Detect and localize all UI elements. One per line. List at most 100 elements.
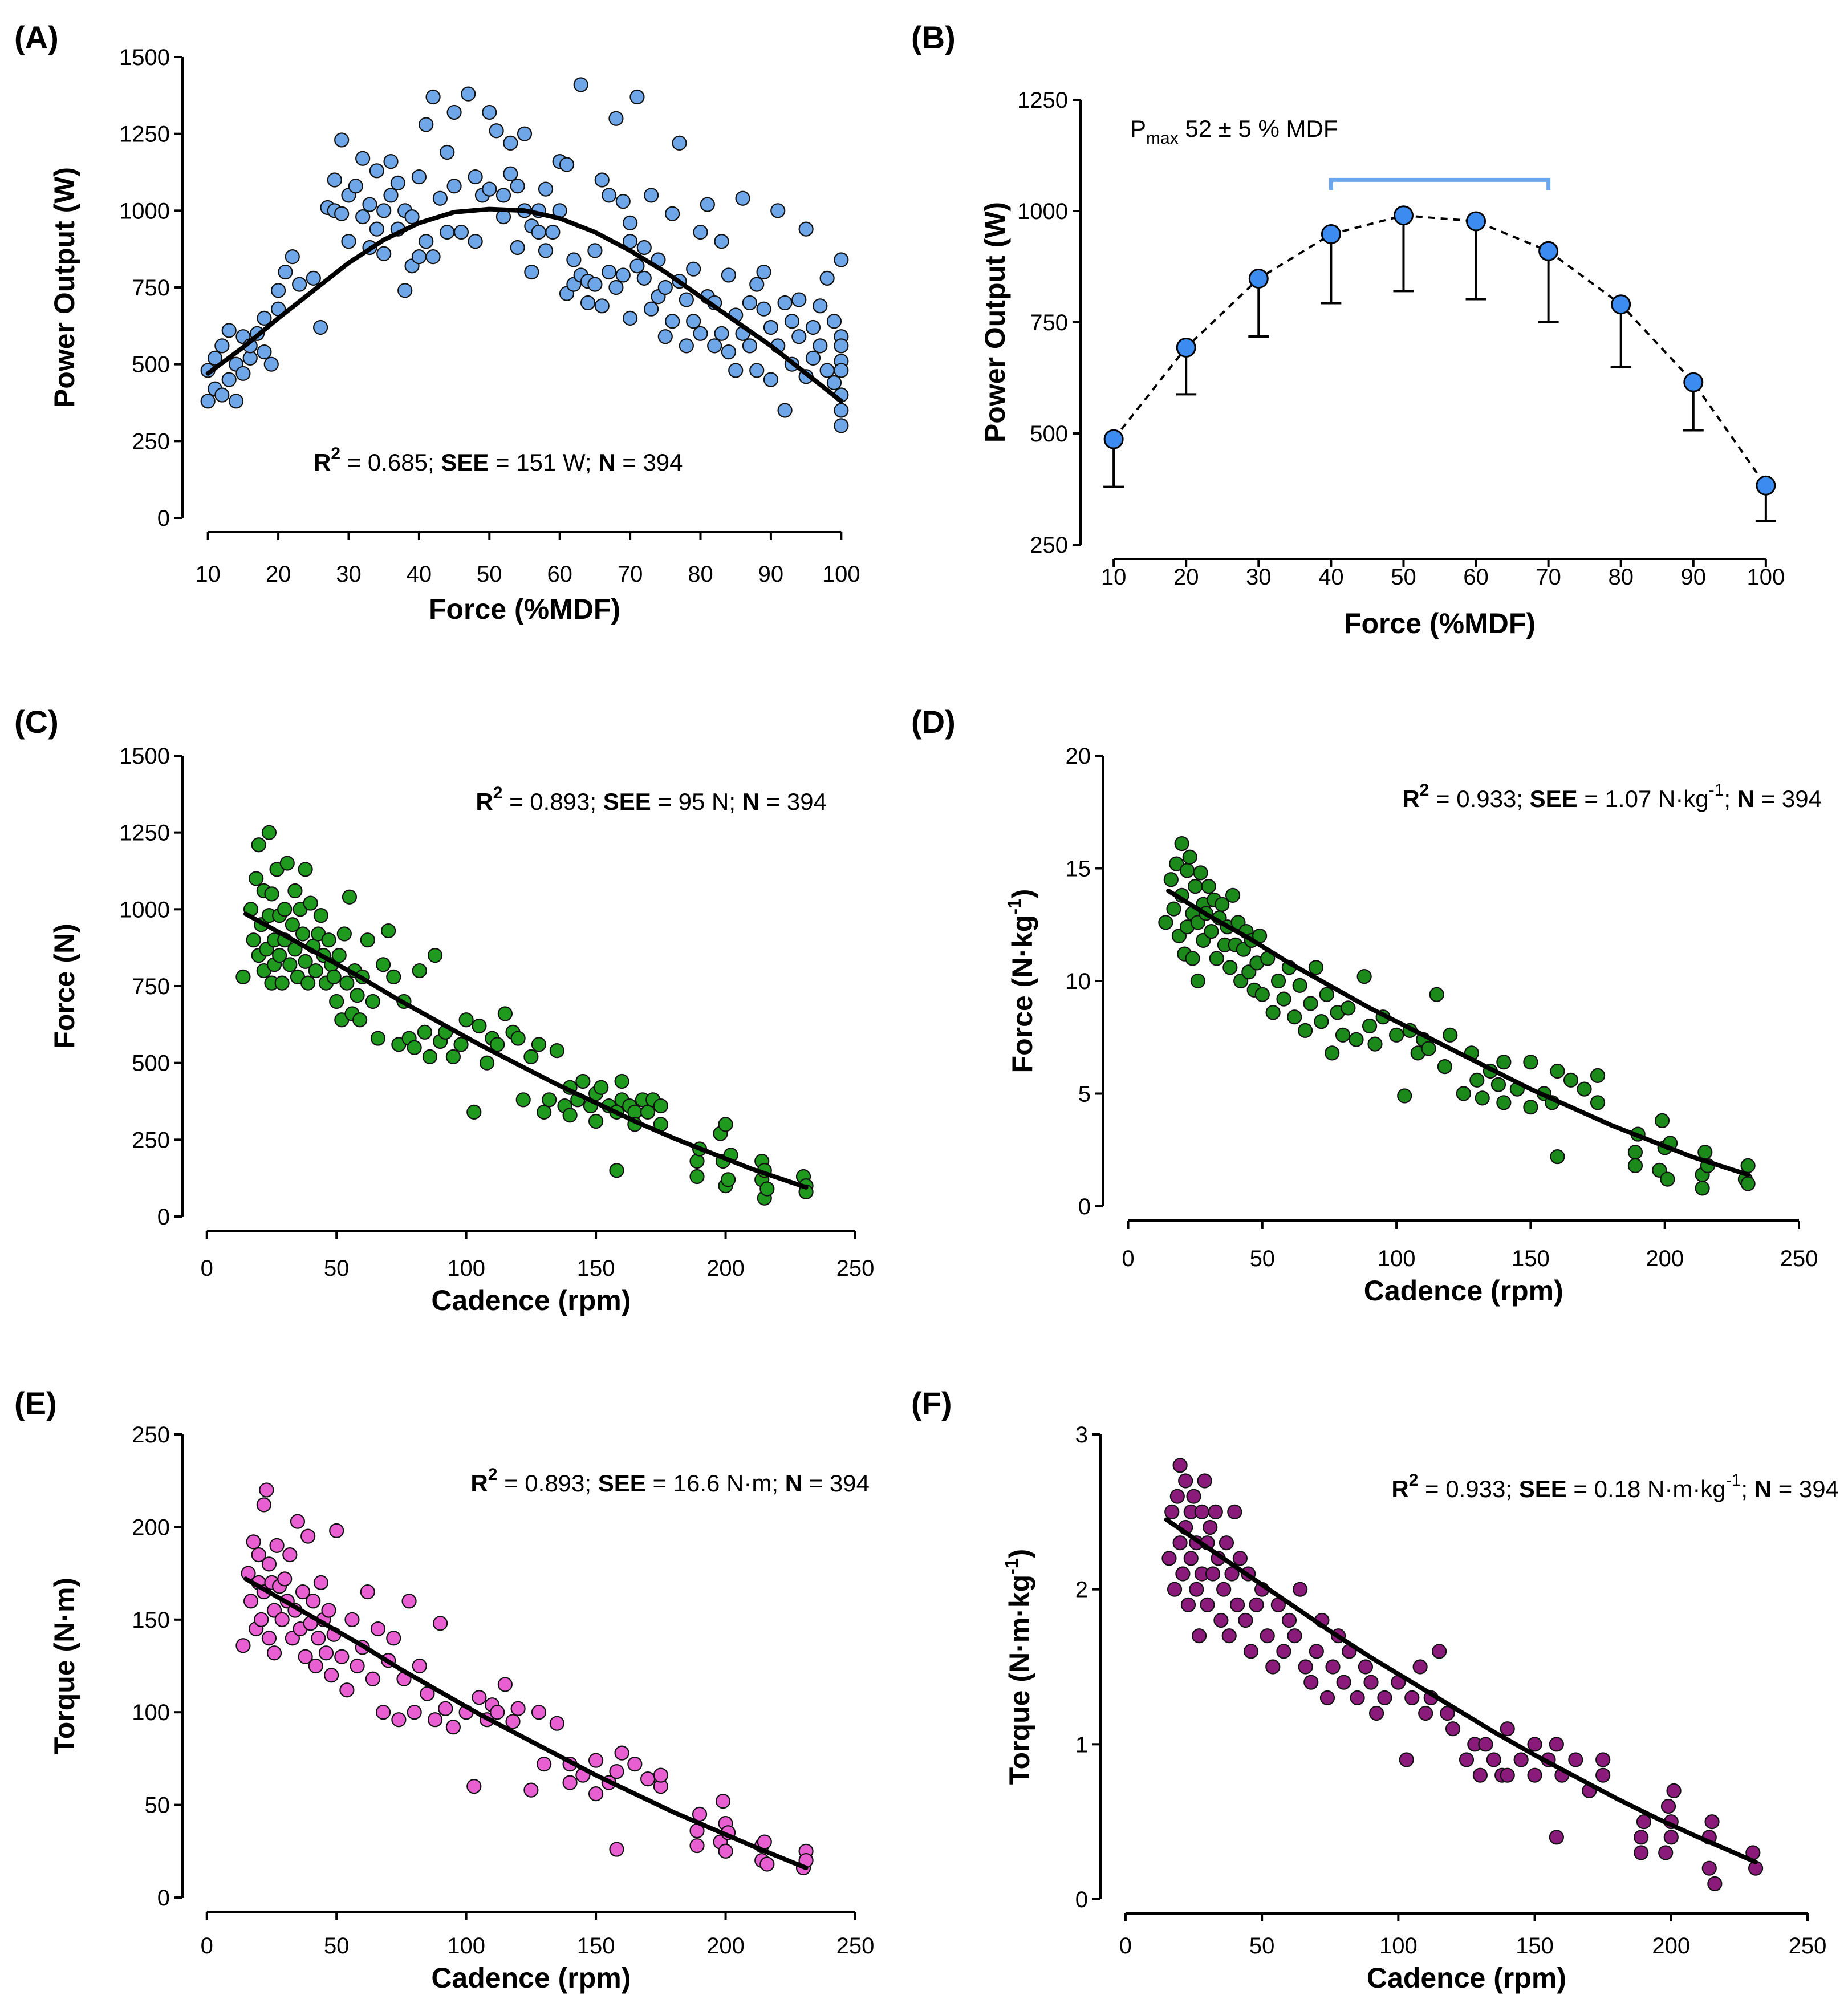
- text-segment: 20: [1066, 744, 1091, 769]
- text-segment: 100: [447, 1933, 485, 1959]
- data-point: [510, 1031, 526, 1046]
- x-tick-label: 100: [1378, 1246, 1416, 1271]
- mean-point: [1466, 211, 1486, 232]
- data-point: [1293, 1582, 1308, 1597]
- data-point: [269, 1538, 285, 1553]
- data-point: [1549, 1830, 1564, 1845]
- data-point: [1469, 1072, 1485, 1088]
- data-point: [1178, 1473, 1193, 1489]
- y-tick-label: 1: [1075, 1732, 1088, 1757]
- pmax-bracket: [1329, 177, 1551, 190]
- text-segment: 500: [132, 1051, 170, 1076]
- data-point: [644, 301, 659, 317]
- data-point: [588, 1753, 604, 1768]
- text-segment: 150: [577, 1933, 615, 1959]
- x-tick-label: 50: [477, 562, 502, 587]
- data-point: [432, 190, 448, 206]
- text-segment: SEE: [1530, 785, 1578, 812]
- data-point: [615, 194, 631, 209]
- data-point: [715, 1794, 731, 1809]
- x-tick-label: 150: [577, 1933, 615, 1959]
- data-point: [214, 387, 230, 403]
- data-point: [686, 261, 701, 277]
- data-point: [559, 157, 575, 172]
- panel-label: (A): [14, 19, 59, 55]
- data-point: [336, 926, 352, 942]
- data-point: [1459, 1752, 1475, 1767]
- data-point: [623, 310, 638, 326]
- data-point: [689, 1169, 705, 1185]
- data-point: [334, 1649, 350, 1664]
- data-point: [321, 1603, 336, 1618]
- text-segment: 0: [1075, 1887, 1088, 1912]
- text-segment: 100: [132, 1700, 170, 1725]
- mean-point: [1176, 337, 1196, 358]
- data-point: [562, 1108, 578, 1123]
- mean-point: [1248, 269, 1269, 289]
- data-point: [657, 279, 673, 295]
- chart-panel-a: (A) 0 250 500 750 1000 1250 1500 10 20 30 40 50 60 70 8…: [14, 19, 860, 625]
- data-point: [1209, 951, 1224, 966]
- x-tick-label: 50: [1391, 565, 1416, 590]
- text-segment: -1: [1004, 898, 1025, 914]
- data-point: [510, 179, 525, 194]
- text-segment: 250: [132, 1422, 170, 1448]
- y-tick-label: 750: [132, 275, 170, 301]
- text-segment: Cadence (rpm): [1367, 1962, 1566, 1994]
- x-tick-label: 250: [1789, 1933, 1827, 1959]
- x-axis-label: Force (%MDF): [1344, 607, 1536, 639]
- pmax-annotation: Pmax 52 ± 5 % MDF: [1130, 115, 1338, 148]
- y-tick-label: 2: [1075, 1578, 1088, 1603]
- y-tick-label: 1000: [119, 198, 170, 224]
- data-point: [763, 319, 779, 335]
- data-point: [1190, 973, 1205, 989]
- data-point: [327, 172, 342, 188]
- y-tick-label: 500: [132, 1051, 170, 1076]
- data-point: [1404, 1690, 1420, 1705]
- data-point: [594, 172, 610, 188]
- data-point: [1666, 1783, 1682, 1798]
- data-point: [334, 132, 350, 148]
- data-point: [326, 969, 342, 984]
- text-segment: N: [785, 1470, 802, 1497]
- y-tick-label: 750: [132, 974, 170, 999]
- text-segment: 90: [1681, 565, 1707, 590]
- text-segment: 0: [201, 1933, 213, 1959]
- data-point: [1429, 987, 1444, 1002]
- text-segment: 1: [1075, 1732, 1088, 1757]
- chart-panel-e: (E) 0 50 100 150 200 250 0 50 100 150 200 250 Cadence…: [14, 1385, 874, 1994]
- data-point: [721, 267, 736, 283]
- text-segment: (B): [911, 19, 956, 55]
- x-tick-label: 50: [1250, 1246, 1276, 1271]
- data-point: [1740, 1176, 1756, 1191]
- text-segment: = 394: [1772, 1475, 1839, 1502]
- data-point: [235, 969, 251, 984]
- text-segment: 250: [1780, 1246, 1818, 1271]
- data-point: [228, 394, 244, 409]
- data-point: [777, 295, 793, 311]
- x-tick-label: 100: [447, 1256, 485, 1281]
- data-point: [411, 249, 427, 265]
- x-tick-label: 200: [706, 1933, 745, 1959]
- data-point: [1172, 1458, 1188, 1473]
- data-point: [376, 246, 392, 261]
- data-point: [791, 292, 807, 307]
- text-segment: 2: [331, 444, 340, 463]
- data-point: [350, 1658, 365, 1674]
- text-segment: = 0.893;: [502, 788, 603, 815]
- text-segment: max: [1146, 129, 1179, 148]
- text-segment: Cadence (rpm): [431, 1962, 631, 1994]
- data-point: [1308, 960, 1324, 975]
- data-point: [386, 969, 401, 984]
- data-point: [718, 1117, 733, 1132]
- data-point: [352, 1012, 368, 1028]
- data-point: [1270, 973, 1286, 989]
- y-tick-label: 0: [157, 1205, 170, 1230]
- data-point: [1314, 1013, 1329, 1029]
- data-point: [1549, 1737, 1564, 1752]
- y-tick-label: 250: [132, 1422, 170, 1448]
- text-segment: 250: [132, 429, 170, 454]
- mean-point: [1103, 429, 1124, 449]
- data-point: [644, 188, 659, 203]
- data-point: [1158, 915, 1173, 930]
